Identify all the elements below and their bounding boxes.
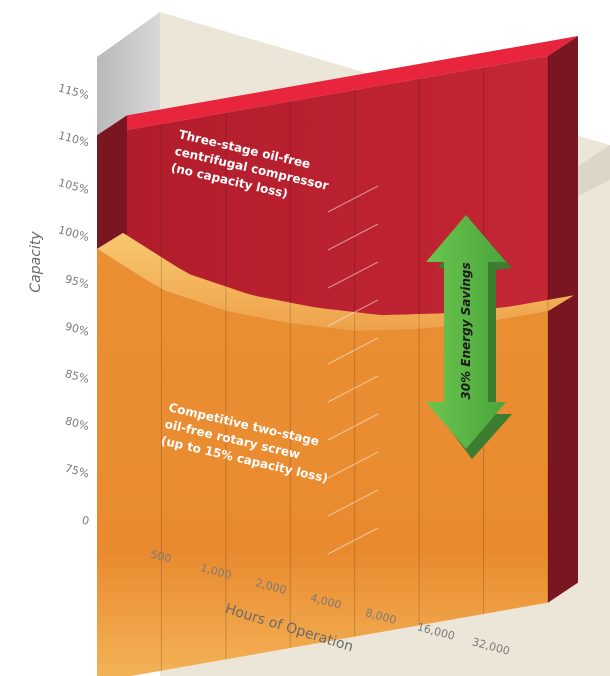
series-bands	[97, 35, 578, 676]
grid-diagonal-line	[327, 527, 379, 555]
grid-diagonal-line	[327, 489, 379, 517]
x-tick-label: 500	[149, 548, 173, 566]
double-arrow-icon	[426, 215, 506, 449]
grid-diagonal-line	[327, 185, 379, 213]
y-tick-label: 0	[80, 514, 90, 528]
y-tick-label: 105%	[57, 176, 91, 197]
y-tick-label: 85%	[64, 367, 91, 386]
grid-diagonal-line	[327, 223, 379, 251]
grid-diagonal-line	[327, 413, 379, 441]
series-orange-ribbon	[97, 232, 574, 332]
grid-diagonal-line	[327, 261, 379, 289]
y-tick-label: 110%	[57, 129, 91, 150]
y-axis-ticks: 0 75% 80% 85% 90% 95% 100% 105% 110% 115%	[57, 82, 91, 528]
y-axis-title: Capacity	[28, 231, 44, 293]
y-tick-label: 90%	[64, 320, 91, 339]
series-orange-area	[97, 248, 548, 676]
grid-diagonal-line	[327, 375, 379, 403]
y-tick-label: 75%	[64, 462, 91, 481]
y-tick-label: 95%	[64, 273, 91, 292]
grid-diagonal-line	[327, 337, 379, 365]
grid-diagonal-line	[327, 451, 379, 479]
gridlines	[160, 55, 549, 671]
grid-diagonal-line	[327, 299, 379, 327]
y-tick-label: 80%	[64, 414, 91, 433]
energy-savings-arrow: 30% Energy Savings	[426, 215, 512, 459]
series-red-top	[97, 35, 578, 136]
y-tick-label: 115%	[57, 82, 91, 103]
series-red-right-side	[548, 35, 578, 603]
y-tick-label: 100%	[57, 223, 91, 244]
energy-savings-label: 30% Energy Savings	[459, 262, 473, 399]
